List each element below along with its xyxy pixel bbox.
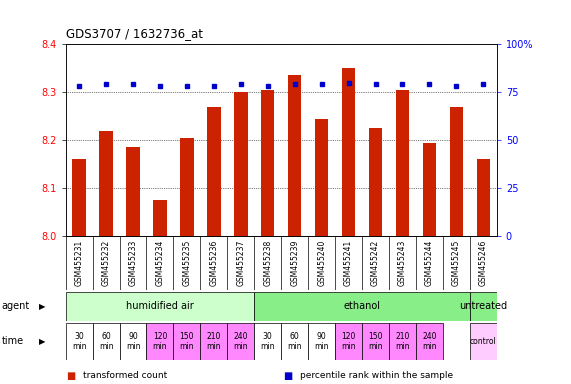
Bar: [396, 90, 409, 236]
Bar: [477, 159, 490, 236]
Bar: [126, 147, 140, 236]
Bar: [147, 323, 174, 360]
Bar: [315, 119, 328, 236]
Bar: [335, 323, 362, 360]
Bar: [66, 323, 93, 360]
Text: GSM455236: GSM455236: [210, 240, 218, 286]
Text: 30
min: 30 min: [72, 332, 86, 351]
Text: agent: agent: [2, 301, 30, 311]
Bar: [416, 323, 443, 360]
Bar: [234, 92, 248, 236]
Bar: [99, 131, 113, 236]
Text: GSM455231: GSM455231: [75, 240, 83, 286]
Text: 150
min: 150 min: [180, 332, 194, 351]
Bar: [288, 75, 301, 236]
Text: ■: ■: [283, 371, 292, 381]
Text: 90
min: 90 min: [126, 332, 140, 351]
Bar: [200, 323, 227, 360]
Text: 60
min: 60 min: [287, 332, 302, 351]
Text: 120
min: 120 min: [152, 332, 167, 351]
Text: 210
min: 210 min: [207, 332, 221, 351]
Bar: [281, 323, 308, 360]
Text: 60
min: 60 min: [99, 332, 113, 351]
Bar: [423, 142, 436, 236]
Text: GSM455235: GSM455235: [182, 240, 191, 286]
Text: GSM455241: GSM455241: [344, 240, 353, 286]
Text: time: time: [2, 336, 24, 346]
Text: GSM455233: GSM455233: [128, 240, 138, 286]
Text: GSM455242: GSM455242: [371, 240, 380, 286]
Bar: [261, 90, 275, 236]
Bar: [308, 323, 335, 360]
Text: GSM455239: GSM455239: [290, 240, 299, 286]
Text: 150
min: 150 min: [368, 332, 383, 351]
Text: percentile rank within the sample: percentile rank within the sample: [300, 371, 453, 380]
Text: control: control: [470, 337, 497, 346]
Text: GSM455240: GSM455240: [317, 240, 326, 286]
Text: humidified air: humidified air: [126, 301, 194, 311]
Text: untreated: untreated: [459, 301, 508, 311]
Bar: [207, 107, 220, 236]
Text: 210
min: 210 min: [395, 332, 410, 351]
Text: GDS3707 / 1632736_at: GDS3707 / 1632736_at: [66, 27, 203, 40]
Text: 120
min: 120 min: [341, 332, 356, 351]
Bar: [153, 200, 167, 236]
Text: transformed count: transformed count: [83, 371, 167, 380]
Text: ▶: ▶: [39, 302, 45, 311]
Text: GSM455238: GSM455238: [263, 240, 272, 286]
Bar: [369, 128, 382, 236]
Text: ▶: ▶: [39, 337, 45, 346]
Bar: [254, 323, 281, 360]
Text: ■: ■: [66, 371, 75, 381]
Text: GSM455244: GSM455244: [425, 240, 434, 286]
Bar: [73, 159, 86, 236]
Bar: [227, 323, 254, 360]
Bar: [470, 292, 497, 321]
Text: GSM455245: GSM455245: [452, 240, 461, 286]
Bar: [254, 292, 470, 321]
Bar: [93, 323, 119, 360]
Bar: [470, 323, 497, 360]
Bar: [342, 68, 355, 236]
Text: GSM455246: GSM455246: [479, 240, 488, 286]
Text: 240
min: 240 min: [234, 332, 248, 351]
Bar: [180, 138, 194, 236]
Bar: [449, 107, 463, 236]
Text: GSM455234: GSM455234: [155, 240, 164, 286]
Text: 240
min: 240 min: [422, 332, 437, 351]
Bar: [119, 323, 147, 360]
Bar: [389, 323, 416, 360]
Text: ethanol: ethanol: [344, 301, 380, 311]
Bar: [66, 292, 254, 321]
Text: GSM455243: GSM455243: [398, 240, 407, 286]
Bar: [174, 323, 200, 360]
Text: GSM455237: GSM455237: [236, 240, 246, 286]
Text: GSM455232: GSM455232: [102, 240, 111, 286]
Bar: [362, 323, 389, 360]
Text: 30
min: 30 min: [260, 332, 275, 351]
Text: 90
min: 90 min: [315, 332, 329, 351]
